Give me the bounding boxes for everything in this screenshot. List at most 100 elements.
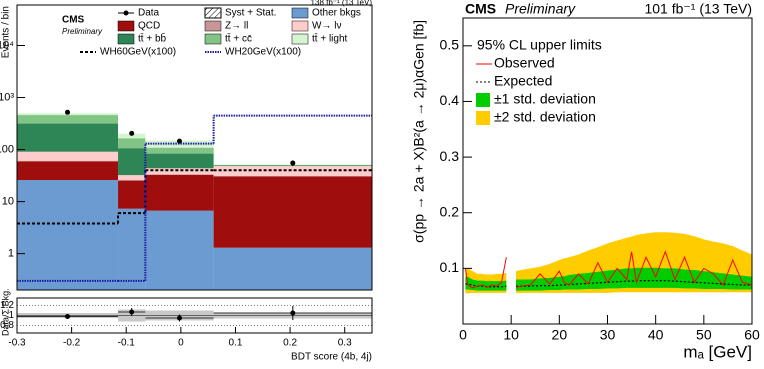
x-axis-label: BDT score (4b, 4j) [291, 352, 372, 363]
legend-label: QCD [138, 21, 160, 32]
stack-segment [17, 180, 119, 290]
stack-segment [17, 161, 119, 181]
legend-label: Other bkgs [312, 8, 361, 19]
stack-segment [145, 153, 214, 169]
legend-swatch [117, 33, 135, 45]
data-point [65, 109, 71, 115]
data-point [290, 160, 296, 166]
legend-label: tt̄ + light [312, 32, 348, 44]
legend-swatch [204, 7, 222, 19]
stack-segment [145, 147, 214, 154]
y-tick-label: 0.3 [440, 148, 460, 164]
y-tick-label: 0.1 [440, 259, 460, 275]
legend-title: 95% CL upper limits [477, 37, 602, 53]
limit-line [464, 250, 752, 289]
x-tick-label: 50 [696, 327, 712, 343]
y-tick-label: 10³ [0, 91, 14, 103]
legend-swatch [123, 10, 129, 16]
x-tick-label: -0.3 [8, 338, 26, 349]
x-tick-label: 0.3 [338, 338, 352, 349]
x-tick-label: -0.1 [118, 338, 136, 349]
status: Preliminary [505, 1, 576, 17]
y-axis-label: Events / bin [1, 6, 12, 58]
stack-segment [118, 175, 146, 180]
stack-segment [17, 115, 119, 124]
ratio-tick-label: 0.8 [0, 320, 14, 331]
stack-segment [213, 175, 372, 177]
band [465, 267, 752, 291]
legend-label: Syst + Stat. [225, 8, 276, 19]
legend-label: tt̄ + cc̄ [225, 32, 252, 44]
legend-swatch [291, 20, 309, 32]
x-tick-label: 10 [503, 327, 519, 343]
x-axis-label: mₐ [GeV] [683, 342, 752, 361]
y-tick-label: 10 [2, 196, 14, 208]
x-tick-label: -0.2 [63, 338, 81, 349]
stack-segment [213, 176, 372, 248]
experiment: CMS [465, 1, 496, 17]
stack-segment [17, 123, 119, 152]
status: Preliminary [62, 27, 103, 36]
ratio-point [65, 314, 71, 319]
x-tick-label: 40 [648, 327, 664, 343]
legend-label: tt̄ + bb̄ [138, 32, 167, 45]
stack-segment [118, 179, 146, 181]
y-axis-label: σ(pp → 2a + X)B²(a → 2μ)αGen [fb] [411, 20, 427, 243]
ratio-tick-label: 1.2 [0, 300, 14, 311]
legend-label: ±2 std. deviation [494, 109, 596, 125]
experiment: CMS [62, 15, 85, 26]
x-tick-label: 0 [459, 327, 467, 343]
legend-swatch [204, 33, 222, 45]
x-tick-label: 30 [600, 327, 616, 343]
legend-label: ±1 std. deviation [494, 91, 596, 107]
y-tick-label: 0.5 [440, 37, 460, 53]
legend-swatch [291, 33, 309, 45]
legend-label: WH20GeV(x100) [225, 47, 301, 58]
legend-label: WH60GeV(x100) [100, 47, 176, 58]
stack-segment [213, 247, 372, 290]
main-plot [17, 113, 372, 290]
stack-segment [145, 140, 214, 148]
legend-swatch [476, 93, 490, 107]
y-tick-label: 0.2 [440, 203, 460, 219]
stack-segment [118, 138, 146, 149]
limit-plot [464, 232, 752, 294]
ratio-y-label: Data/Σ Bkg. [0, 288, 10, 336]
lumi: 138 fb⁻¹ (13 TeV) [311, 0, 373, 7]
ratio-frame [16, 297, 373, 334]
x-tick-label: 0.1 [229, 338, 243, 349]
y-tick-label: 0.4 [440, 92, 460, 108]
legend-label: W→ lν [312, 21, 341, 32]
data-point [129, 130, 135, 136]
legend-swatch [476, 111, 490, 125]
stack-segment [118, 148, 146, 176]
legend-swatch [117, 20, 135, 32]
legend-label: Observed [494, 55, 555, 71]
limit-line [465, 280, 752, 288]
stack-segment [145, 174, 214, 211]
ratio-point [176, 315, 182, 321]
ratio-point [129, 309, 135, 315]
legend-label: Z→ ll [225, 21, 248, 32]
stack-segment [17, 151, 119, 161]
x-tick-label: 60 [744, 327, 760, 343]
stack-segment [145, 168, 214, 175]
stack-segment [118, 208, 146, 290]
stack-segment [17, 160, 119, 162]
stack-segment [213, 166, 372, 176]
stack-segment [145, 174, 214, 175]
stack-segment [118, 133, 146, 139]
legend-label: Expected [494, 73, 552, 89]
y-tick-label: 10⁴ [0, 39, 14, 51]
legend-label: Data [138, 8, 160, 19]
legend-swatch [291, 7, 309, 19]
y-tick-label: 1 [8, 248, 14, 260]
stack-segment [145, 210, 214, 290]
ratio-point [290, 310, 296, 316]
stack-segment [118, 180, 146, 209]
x-tick-label: 20 [552, 327, 568, 343]
ratio-tick-label: 1 [8, 310, 14, 321]
legend-swatch [204, 20, 222, 32]
